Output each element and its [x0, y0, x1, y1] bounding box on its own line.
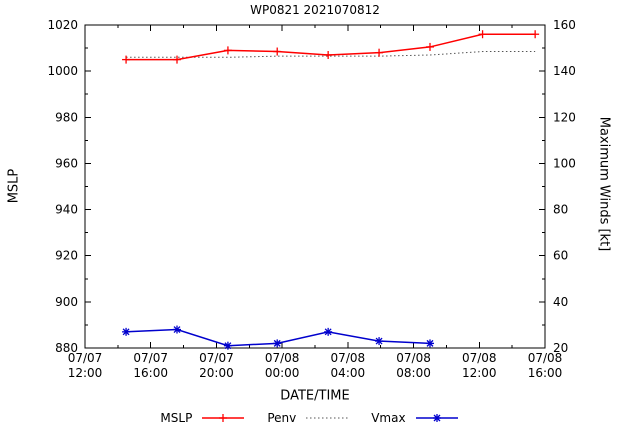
y-left-tick-label: 900	[55, 295, 78, 309]
y-left-tick-label: 980	[55, 110, 78, 124]
chart-title: WP0821 2021070812	[250, 3, 380, 17]
legend: MSLP Penv Vmax	[0, 409, 619, 427]
y-left-tick-label: 1000	[47, 64, 78, 78]
y-right-tick-label: 140	[553, 64, 576, 78]
y-right-tick-label: 120	[553, 110, 576, 124]
y-right-tick-label: 80	[553, 203, 568, 217]
y-right-tick-label: 100	[553, 156, 576, 170]
x-tick-time: 12:00	[462, 366, 497, 380]
mslp-marker	[426, 42, 434, 51]
vmax-marker	[324, 327, 333, 336]
vmax-marker	[173, 325, 181, 334]
vmax-marker	[122, 327, 131, 336]
legend-label-penv: Penv	[267, 411, 297, 425]
x-tick-time: 08:00	[396, 366, 431, 380]
x-axis-label: DATE/TIME	[280, 388, 350, 404]
legend-sample-penv	[306, 417, 349, 419]
mslp-marker	[219, 414, 228, 422]
vmax-marker	[432, 414, 441, 422]
x-tick-time: 12:00	[68, 366, 103, 380]
x-tick-date: 07/08	[331, 351, 366, 365]
x-tick-date: 07/07	[133, 351, 168, 365]
y-left-tick-label: 940	[55, 203, 78, 217]
mslp-marker	[122, 55, 131, 64]
mslp-marker	[531, 30, 540, 39]
vmax-marker	[223, 341, 232, 350]
vmax-marker	[426, 339, 434, 348]
legend-item-penv: Penv	[267, 411, 349, 425]
x-tick-date: 07/08	[528, 351, 563, 365]
x-tick-time: 00:00	[265, 366, 300, 380]
y-right-tick-label: 20	[553, 341, 568, 355]
y-left-tick-label: 920	[55, 249, 78, 263]
x-tick-date: 07/08	[462, 351, 497, 365]
y-left-tick-label: 960	[55, 156, 78, 170]
legend-sample-mslp	[202, 414, 245, 422]
vmax-marker	[273, 339, 282, 348]
vmax-marker	[375, 337, 384, 346]
plot-border	[84, 24, 546, 349]
y-right-tick-label: 160	[553, 18, 576, 32]
legend-item-vmax: Vmax	[371, 411, 458, 425]
legend-item-mslp: MSLP	[160, 411, 245, 425]
x-tick-time: 04:00	[331, 366, 366, 380]
x-tick-date: 07/08	[265, 351, 300, 365]
y-left-tick-label: 1020	[47, 18, 78, 32]
legend-label-mslp: MSLP	[160, 411, 193, 425]
x-tick-date: 07/07	[199, 351, 234, 365]
mslp-marker	[375, 48, 384, 57]
x-tick-time: 16:00	[133, 366, 168, 380]
x-tick-date: 07/08	[396, 351, 431, 365]
x-tick-date: 07/07	[68, 351, 103, 365]
mslp-marker	[173, 55, 181, 64]
y-left-tick-label: 880	[55, 341, 78, 355]
mslp-marker	[324, 50, 333, 59]
mslp-marker	[478, 30, 487, 39]
x-tick-time: 16:00	[528, 366, 563, 380]
legend-label-vmax: Vmax	[371, 411, 406, 425]
x-tick-time: 20:00	[199, 366, 234, 380]
y-right-tick-label: 40	[553, 295, 568, 309]
mslp-marker	[223, 46, 232, 55]
y-right-tick-label: 60	[553, 249, 568, 263]
mslp-marker	[273, 47, 282, 56]
legend-sample-vmax	[415, 414, 458, 422]
